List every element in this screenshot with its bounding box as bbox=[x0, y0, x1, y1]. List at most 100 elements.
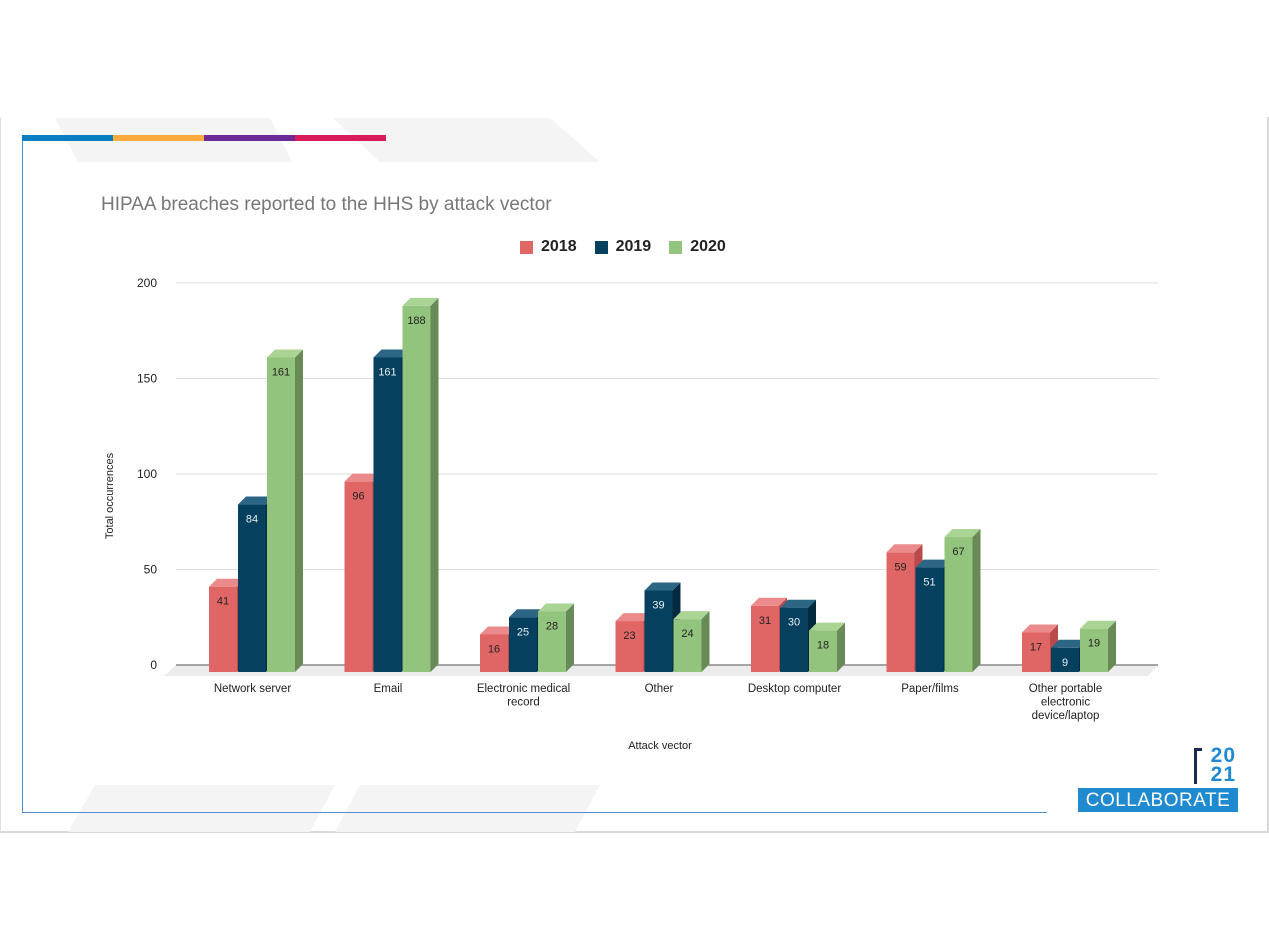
y-tick-label: 50 bbox=[144, 563, 158, 577]
data-label: 31 bbox=[759, 615, 771, 627]
bar-side bbox=[295, 349, 303, 672]
bar-side bbox=[430, 297, 439, 672]
deco-shape bbox=[68, 785, 335, 832]
bar bbox=[1051, 647, 1079, 672]
legend-label-2019: 2019 bbox=[615, 238, 652, 255]
bar bbox=[886, 552, 915, 672]
chart-legend: 2018 2019 2020 bbox=[520, 238, 726, 256]
bar-top bbox=[1051, 639, 1087, 648]
bar bbox=[344, 481, 373, 672]
logo-bracket-top bbox=[1194, 748, 1202, 751]
bar-top bbox=[1080, 620, 1116, 629]
logo-year-line1: 20 bbox=[1210, 744, 1236, 767]
x-tick-label: device/laptop bbox=[1032, 710, 1100, 722]
bar-top bbox=[267, 349, 303, 358]
bar bbox=[238, 504, 266, 672]
data-label: 161 bbox=[378, 366, 396, 378]
logo-year-line2: 21 bbox=[1210, 763, 1236, 786]
bar-side bbox=[972, 529, 981, 672]
y-axis-label: Total occurrences bbox=[104, 452, 116, 540]
x-tick-label: Electronic medical bbox=[477, 683, 570, 695]
slide-panel bbox=[0, 117, 1269, 833]
bar bbox=[780, 607, 808, 672]
data-label: 28 bbox=[546, 621, 558, 633]
bar-top bbox=[1022, 624, 1058, 633]
data-label: 84 bbox=[246, 514, 258, 526]
bar-top bbox=[915, 559, 952, 568]
bar-top bbox=[373, 349, 410, 358]
data-label: 19 bbox=[1088, 638, 1100, 650]
color-stripe-segment bbox=[22, 135, 113, 141]
bar-side bbox=[837, 622, 845, 672]
bar bbox=[402, 305, 431, 672]
x-tick-label: Other bbox=[645, 683, 674, 695]
frame-left-line bbox=[22, 140, 23, 813]
bar-top bbox=[344, 473, 381, 482]
legend-item-2018: 2018 bbox=[520, 238, 577, 256]
y-tick-label: 150 bbox=[137, 372, 157, 386]
logo-bracket bbox=[1194, 748, 1197, 784]
bar bbox=[644, 590, 673, 672]
bar-top bbox=[944, 529, 981, 538]
x-tick-label: record bbox=[507, 697, 540, 709]
x-axis-label: Attack vector bbox=[628, 740, 692, 752]
x-tick-label: Other portable bbox=[1029, 683, 1103, 695]
bar bbox=[751, 605, 779, 672]
deco-shape bbox=[333, 118, 600, 162]
legend-swatch-2018 bbox=[520, 240, 533, 254]
color-stripe-segment bbox=[295, 135, 386, 141]
bar-side bbox=[701, 611, 710, 672]
data-label: 30 bbox=[788, 617, 800, 629]
bar-side bbox=[566, 603, 574, 672]
legend-item-2020: 2020 bbox=[669, 238, 726, 256]
bar-top bbox=[751, 597, 787, 606]
data-label: 41 bbox=[217, 596, 229, 608]
data-label: 17 bbox=[1030, 642, 1042, 654]
logo-text: COLLABORATE bbox=[1078, 788, 1238, 812]
bar bbox=[915, 567, 944, 672]
color-stripe-segment bbox=[113, 135, 204, 141]
color-stripe-segment bbox=[204, 135, 295, 141]
bar-top bbox=[780, 599, 816, 608]
bar-top bbox=[673, 611, 710, 620]
x-tick-label: electronic bbox=[1041, 697, 1090, 709]
legend-label-2020: 2020 bbox=[690, 238, 726, 255]
data-label: 188 bbox=[407, 315, 425, 327]
x-tick-label: Paper/films bbox=[901, 683, 959, 695]
legend-swatch-2020 bbox=[669, 240, 683, 254]
deco-shape bbox=[335, 785, 600, 832]
bar-top bbox=[615, 613, 652, 622]
bar-top bbox=[538, 603, 574, 612]
bar bbox=[1080, 628, 1108, 672]
bar bbox=[209, 586, 237, 672]
data-label: 59 bbox=[894, 561, 906, 573]
legend-label-2018: 2018 bbox=[541, 238, 577, 255]
x-tick-label: Network server bbox=[214, 683, 291, 695]
data-label: 67 bbox=[952, 546, 964, 558]
legend-item-2019: 2019 bbox=[594, 238, 652, 256]
bar-top bbox=[886, 544, 923, 553]
y-tick-label: 100 bbox=[137, 467, 157, 481]
bar bbox=[509, 617, 537, 672]
data-label: 25 bbox=[517, 626, 529, 638]
data-label: 161 bbox=[272, 366, 290, 378]
legend-swatch-2019 bbox=[594, 240, 608, 254]
chart-title: HIPAA breaches reported to the HHS by at… bbox=[101, 194, 552, 215]
bar bbox=[538, 611, 566, 672]
data-label: 16 bbox=[488, 643, 500, 655]
bar-top bbox=[209, 578, 245, 587]
bar bbox=[1022, 632, 1050, 672]
data-label: 24 bbox=[681, 628, 693, 640]
bar-top bbox=[809, 622, 845, 631]
bar-top bbox=[238, 496, 274, 505]
logo-year: 20 21 bbox=[1210, 744, 1236, 786]
bar bbox=[944, 537, 973, 672]
bar bbox=[809, 630, 837, 672]
data-label: 9 bbox=[1062, 657, 1068, 669]
bar bbox=[373, 357, 402, 672]
bar bbox=[267, 357, 295, 672]
bar-top bbox=[644, 582, 681, 591]
bar bbox=[673, 619, 702, 672]
bar-side bbox=[1108, 620, 1116, 672]
